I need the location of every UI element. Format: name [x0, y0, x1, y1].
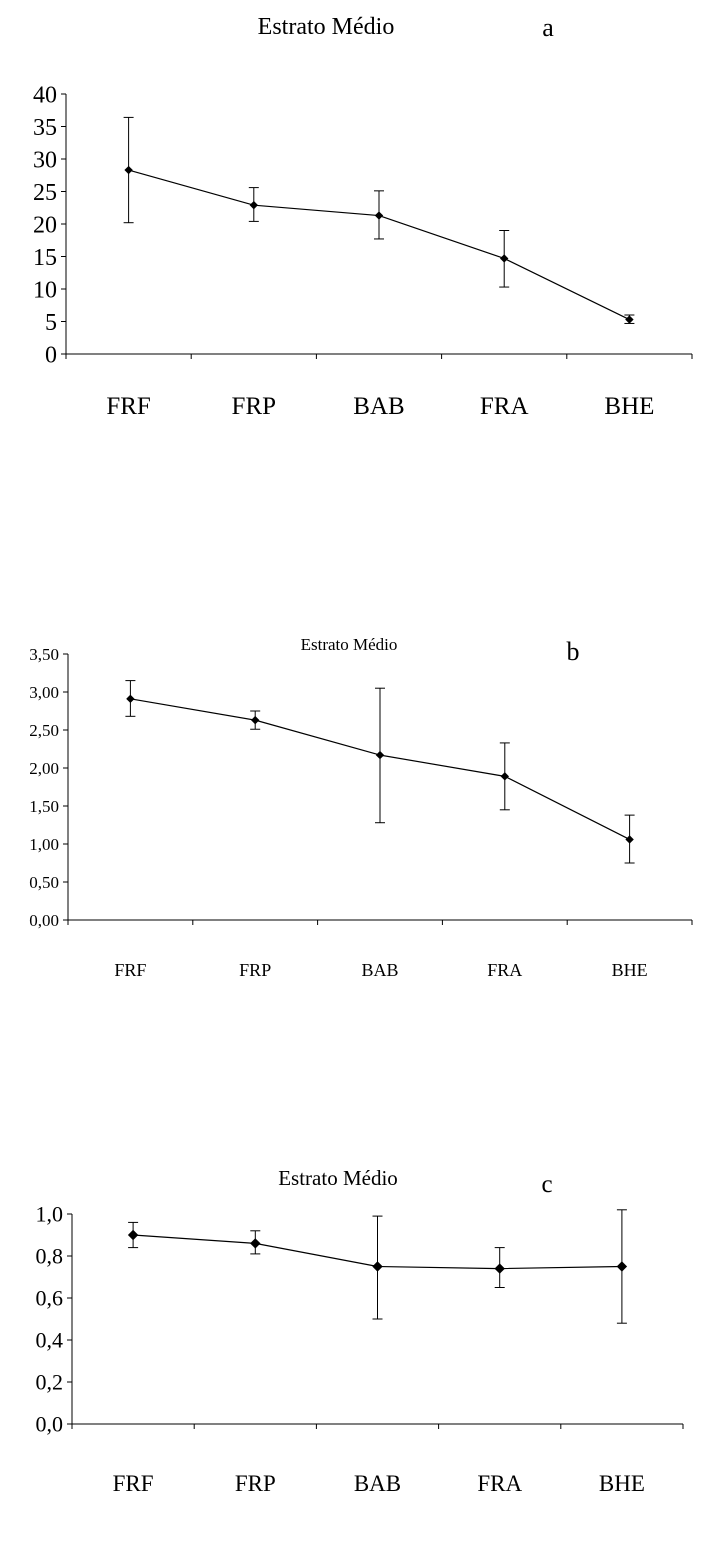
chart-a-panel-label: a [542, 13, 554, 42]
chart-a-y-tick-label: 5 [45, 310, 57, 336]
chart-a-x-tick-label: FRF [106, 393, 150, 420]
chart-b-svg: Estrato Médio b 0,00 0,50 1,00 1,50 2,00 2,50 3,… [29, 635, 693, 980]
chart-c-title: Estrato Médio [278, 1166, 398, 1190]
chart-c-data-point [250, 1238, 261, 1249]
chart-panel-a: Estrato Médio a 0 5 10 15 20 25 30 35 40 FRF FRP BAB F… [0, 0, 706, 470]
chart-b-y-tick-label: 2,50 [29, 721, 59, 740]
chart-c-data-point [127, 1229, 139, 1241]
chart-a-y-tick-label: 35 [33, 115, 57, 141]
chart-panel-b: Estrato Médio b 0,00 0,50 1,00 1,50 2,00 2,50 3,… [0, 600, 706, 1030]
chart-b-data-point [375, 750, 385, 760]
chart-a-x-tick-label: BHE [604, 393, 654, 420]
chart-b-y-tick-label: 1,50 [29, 797, 59, 816]
chart-b-data-point [625, 835, 634, 844]
chart-b-y-tick-label: 0,50 [29, 873, 59, 892]
chart-b-x-tick-label: BAB [361, 960, 398, 980]
chart-a-y-tick-label: 20 [33, 212, 57, 238]
chart-c-x-tick-label: FRF [113, 1471, 154, 1496]
chart-a-x-tick-label: FRA [480, 393, 529, 420]
chart-c-y-tick-label: 0,8 [36, 1244, 64, 1269]
chart-b-y-tick-label: 2,00 [29, 759, 59, 778]
chart-c-x-tick-label: BHE [599, 1471, 645, 1496]
chart-b-y-tick-label: 3,00 [29, 683, 59, 702]
chart-c-y-tick-label: 0,2 [36, 1370, 64, 1395]
chart-c-y-tick-label: 0,0 [36, 1412, 64, 1437]
chart-c-y-tick-label: 1,0 [36, 1202, 64, 1227]
chart-c-x-tick-label: BAB [354, 1471, 401, 1496]
chart-a-y-tick-label: 15 [33, 245, 57, 271]
chart-a-data-point [500, 254, 509, 263]
chart-a-y-tick-label: 30 [33, 147, 57, 173]
chart-a-data-point [249, 200, 258, 210]
chart-panel-c: Estrato Médio c 0,0 0,2 0,4 0,6 0,8 1,0 FRF FRP BA… [0, 1130, 706, 1553]
chart-c-svg: Estrato Médio c 0,0 0,2 0,4 0,6 0,8 1,0 FRF FRP BA… [36, 1166, 684, 1496]
chart-b-x-tick-label: FRA [487, 960, 522, 980]
chart-c-data-point [372, 1261, 383, 1272]
chart-a-y-tick-label: 25 [33, 180, 57, 206]
chart-c-data-point [494, 1263, 505, 1274]
chart-b-y-tick-label: 0,00 [29, 911, 59, 930]
chart-b-x-tick-label: BHE [612, 960, 648, 980]
chart-b-data-point [500, 772, 509, 781]
chart-a-y-tick-label: 40 [33, 82, 57, 108]
chart-b-title: Estrato Médio [301, 635, 398, 654]
chart-c-y-tick-label: 0,6 [36, 1286, 64, 1311]
chart-a-x-tick-label: BAB [353, 393, 404, 420]
chart-c-panel-label: c [541, 1171, 552, 1198]
chart-a-y-tick-label: 10 [33, 277, 57, 303]
chart-a-svg: Estrato Médio a 0 5 10 15 20 25 30 35 40 FRF FRP BAB F… [33, 13, 693, 420]
chart-a-data-point [625, 315, 634, 324]
chart-b-y-tick-label: 3,50 [29, 645, 59, 664]
chart-a-data-point [124, 165, 133, 175]
chart-a-data-point [374, 211, 384, 220]
chart-c-x-tick-label: FRA [477, 1471, 522, 1496]
chart-b-x-tick-label: FRP [239, 960, 271, 980]
chart-a-y-tick-label: 0 [45, 342, 57, 368]
chart-b-data-point [126, 694, 135, 704]
chart-c-x-tick-label: FRP [235, 1471, 276, 1496]
chart-c-data-point [616, 1261, 628, 1272]
chart-b-y-tick-label: 1,00 [29, 835, 59, 854]
chart-b-data-point [251, 715, 260, 725]
chart-a-x-tick-label: FRP [232, 393, 276, 420]
chart-b-x-tick-label: FRF [114, 960, 146, 980]
chart-c-y-tick-label: 0,4 [36, 1328, 64, 1353]
chart-a-title: Estrato Médio [258, 14, 395, 40]
chart-b-panel-label: b [567, 637, 580, 666]
